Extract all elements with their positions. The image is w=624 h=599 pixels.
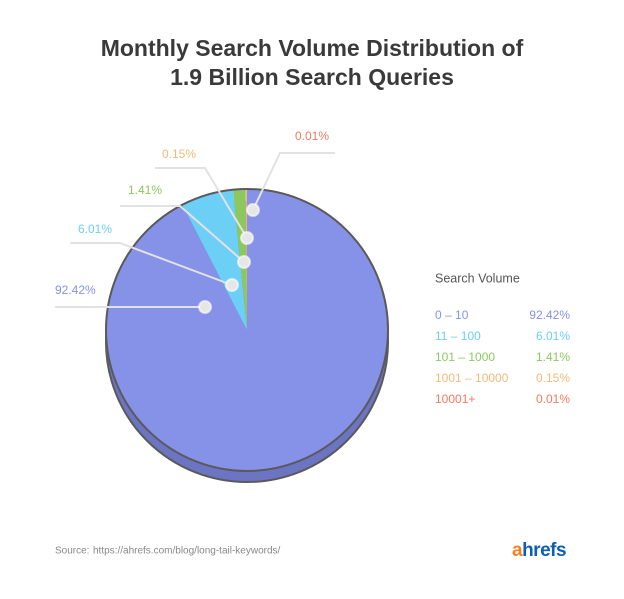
legend-value: 0.01%: [536, 392, 570, 406]
legend-label: 101 – 1000: [435, 350, 495, 364]
chart-title: Monthly Search Volume Distribution of 1.…: [100, 35, 524, 90]
legend-label: 0 – 10: [435, 308, 469, 322]
pie: [105, 188, 389, 472]
legend-value: 92.42%: [529, 308, 570, 322]
pie-slice: [182, 189, 247, 330]
data-label: 1.41%: [128, 183, 162, 197]
data-label: 92.42%: [55, 283, 96, 297]
legend-label: 11 – 100: [435, 329, 481, 343]
pie-outline: [105, 188, 389, 472]
callout-line: [70, 242, 233, 286]
legend-label: 1001 – 10000: [435, 371, 509, 385]
data-label: 0.01%: [295, 129, 329, 143]
source-label: Source:: [55, 546, 89, 557]
callout-dot: [246, 203, 260, 217]
legend-title: Search Volume: [435, 271, 520, 285]
data-label: 6.01%: [78, 222, 112, 236]
callout-dot: [225, 278, 239, 292]
pie-slice: [105, 189, 388, 471]
data-label: 0.15%: [162, 147, 196, 161]
logo: ahrefs: [512, 540, 567, 561]
legend-value: 1.41%: [536, 350, 570, 364]
callout-line: [120, 205, 245, 263]
callout-dot: [237, 255, 251, 269]
callout-dot: [240, 231, 254, 245]
callout-line: [155, 167, 248, 239]
legend-value: 0.15%: [536, 371, 570, 385]
source-url: https://ahrefs.com/blog/long-tail-keywor…: [93, 546, 281, 557]
callouts: 92.42% 6.01% 1.41% 0.15% 0.01%: [55, 129, 335, 314]
legend-value: 6.01%: [536, 329, 570, 343]
legend-label: 10001+: [435, 392, 475, 406]
callout-line: [252, 152, 335, 211]
callout-dot: [198, 300, 212, 314]
legend: 0 – 10 92.42% 11 – 100 6.01% 101 – 1000 1.41%…: [435, 308, 570, 406]
